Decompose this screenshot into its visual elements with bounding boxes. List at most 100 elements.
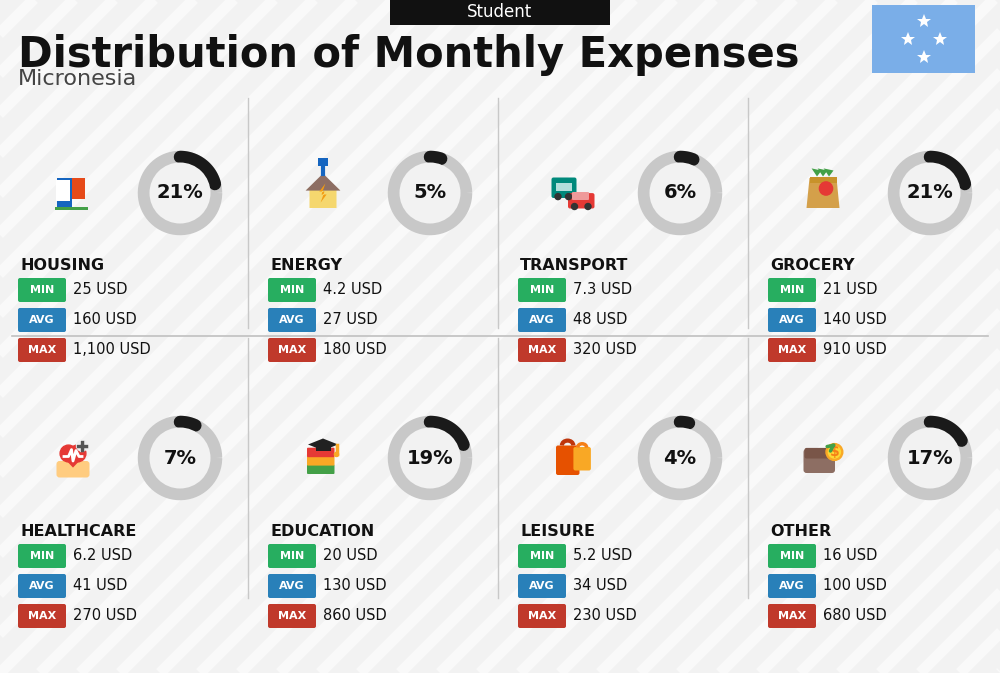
- FancyBboxPatch shape: [552, 178, 576, 198]
- FancyBboxPatch shape: [768, 338, 816, 362]
- Circle shape: [650, 162, 710, 223]
- FancyBboxPatch shape: [268, 574, 316, 598]
- Text: MIN: MIN: [780, 551, 804, 561]
- FancyBboxPatch shape: [316, 444, 330, 450]
- FancyBboxPatch shape: [18, 574, 66, 598]
- Text: MIN: MIN: [780, 285, 804, 295]
- Text: 16 USD: 16 USD: [823, 548, 877, 563]
- FancyBboxPatch shape: [518, 338, 566, 362]
- FancyBboxPatch shape: [62, 186, 70, 195]
- Circle shape: [150, 427, 210, 489]
- FancyBboxPatch shape: [56, 192, 64, 201]
- FancyBboxPatch shape: [18, 544, 66, 568]
- Polygon shape: [812, 168, 822, 176]
- Text: 21%: 21%: [157, 184, 203, 203]
- Text: 100 USD: 100 USD: [823, 579, 887, 594]
- Text: Distribution of Monthly Expenses: Distribution of Monthly Expenses: [18, 34, 800, 76]
- Circle shape: [585, 203, 591, 209]
- FancyBboxPatch shape: [518, 574, 566, 598]
- Text: 25 USD: 25 USD: [73, 283, 128, 297]
- FancyBboxPatch shape: [768, 604, 816, 628]
- FancyBboxPatch shape: [572, 192, 589, 200]
- Text: 140 USD: 140 USD: [823, 312, 887, 328]
- Text: 7.3 USD: 7.3 USD: [573, 283, 632, 297]
- Circle shape: [826, 444, 843, 460]
- Text: 17%: 17%: [907, 448, 953, 468]
- Polygon shape: [306, 174, 340, 190]
- FancyBboxPatch shape: [768, 308, 816, 332]
- Text: 5.2 USD: 5.2 USD: [573, 548, 632, 563]
- Circle shape: [566, 194, 572, 200]
- Text: 34 USD: 34 USD: [573, 579, 627, 594]
- FancyBboxPatch shape: [390, 0, 610, 25]
- Text: 270 USD: 270 USD: [73, 608, 137, 623]
- Text: MAX: MAX: [528, 345, 556, 355]
- Text: 21%: 21%: [907, 184, 953, 203]
- Text: 21 USD: 21 USD: [823, 283, 878, 297]
- Text: 6.2 USD: 6.2 USD: [73, 548, 132, 563]
- FancyBboxPatch shape: [518, 308, 566, 332]
- FancyBboxPatch shape: [56, 178, 72, 208]
- Text: 160 USD: 160 USD: [73, 312, 137, 328]
- Text: GROCERY: GROCERY: [770, 258, 854, 273]
- FancyBboxPatch shape: [804, 449, 835, 473]
- Text: 20 USD: 20 USD: [323, 548, 378, 563]
- FancyBboxPatch shape: [768, 544, 816, 568]
- Text: 48 USD: 48 USD: [573, 312, 627, 328]
- Text: MAX: MAX: [28, 611, 56, 621]
- Circle shape: [900, 427, 960, 489]
- Circle shape: [900, 162, 960, 223]
- FancyBboxPatch shape: [268, 308, 316, 332]
- Circle shape: [60, 445, 77, 462]
- FancyBboxPatch shape: [18, 308, 66, 332]
- Text: MIN: MIN: [30, 285, 54, 295]
- Text: 230 USD: 230 USD: [573, 608, 637, 623]
- FancyBboxPatch shape: [56, 186, 64, 195]
- FancyBboxPatch shape: [307, 448, 334, 457]
- Text: Student: Student: [467, 3, 533, 21]
- Text: 19%: 19%: [407, 448, 453, 468]
- Circle shape: [400, 427, 460, 489]
- Text: AVG: AVG: [529, 581, 555, 591]
- FancyBboxPatch shape: [268, 278, 316, 302]
- Text: AVG: AVG: [29, 581, 55, 591]
- Text: 27 USD: 27 USD: [323, 312, 378, 328]
- Text: AVG: AVG: [779, 315, 805, 325]
- Text: MAX: MAX: [778, 611, 806, 621]
- FancyBboxPatch shape: [872, 5, 975, 73]
- FancyBboxPatch shape: [810, 176, 836, 182]
- Text: 320 USD: 320 USD: [573, 343, 637, 357]
- Text: 41 USD: 41 USD: [73, 579, 127, 594]
- Polygon shape: [824, 168, 834, 176]
- FancyBboxPatch shape: [18, 604, 66, 628]
- Circle shape: [400, 162, 460, 223]
- FancyBboxPatch shape: [518, 604, 566, 628]
- FancyBboxPatch shape: [573, 447, 591, 470]
- FancyBboxPatch shape: [768, 278, 816, 302]
- Text: HEALTHCARE: HEALTHCARE: [20, 524, 136, 538]
- Text: $: $: [830, 445, 839, 459]
- FancyBboxPatch shape: [268, 604, 316, 628]
- FancyBboxPatch shape: [18, 278, 66, 302]
- FancyBboxPatch shape: [18, 338, 66, 362]
- Text: 1,100 USD: 1,100 USD: [73, 343, 151, 357]
- Text: 860 USD: 860 USD: [323, 608, 387, 623]
- Text: MAX: MAX: [278, 345, 306, 355]
- FancyBboxPatch shape: [768, 574, 816, 598]
- Text: HOUSING: HOUSING: [20, 258, 104, 273]
- Text: MIN: MIN: [280, 285, 304, 295]
- Polygon shape: [61, 455, 85, 468]
- FancyBboxPatch shape: [56, 180, 64, 189]
- Text: AVG: AVG: [529, 315, 555, 325]
- FancyBboxPatch shape: [307, 456, 334, 466]
- Text: 180 USD: 180 USD: [323, 343, 387, 357]
- Circle shape: [650, 427, 710, 489]
- Circle shape: [334, 452, 339, 456]
- FancyBboxPatch shape: [318, 158, 328, 166]
- Text: OTHER: OTHER: [770, 524, 831, 538]
- Text: 4%: 4%: [663, 448, 697, 468]
- Text: 680 USD: 680 USD: [823, 608, 887, 623]
- Circle shape: [69, 445, 86, 462]
- Circle shape: [150, 162, 210, 223]
- Text: LEISURE: LEISURE: [520, 524, 595, 538]
